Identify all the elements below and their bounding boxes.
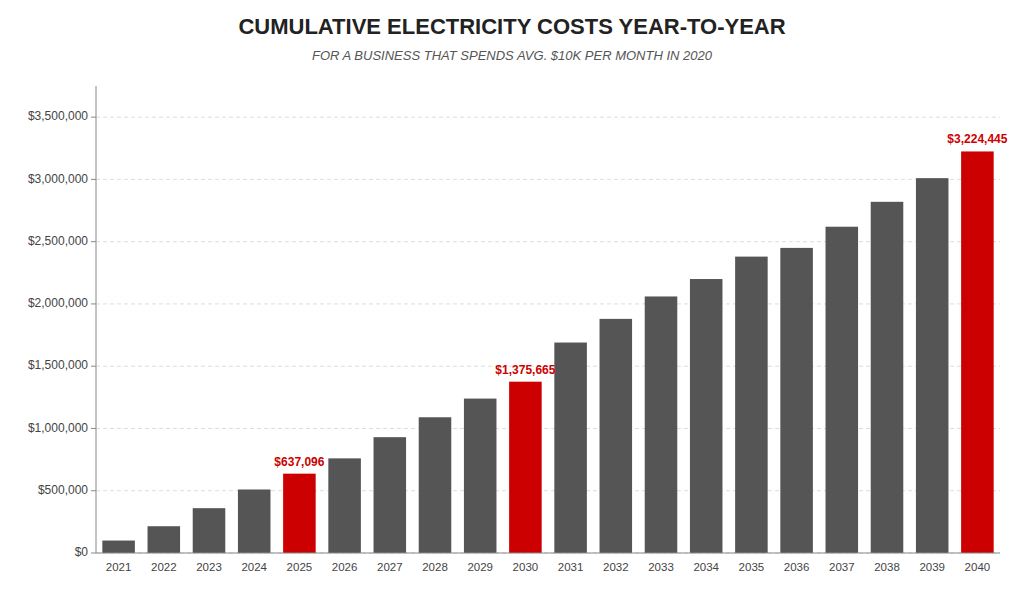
- x-tick-label: 2028: [422, 561, 448, 573]
- data-label: $1,375,665: [495, 363, 555, 377]
- x-tick-label: 2037: [829, 561, 855, 573]
- y-tick-label: $1,500,000: [28, 358, 88, 372]
- y-axis: $0 $500,000 $1,000,000 $1,500,000 $2,000,000…: [28, 109, 1000, 559]
- subtitle: FOR A BUSINESS THAT SPENDS AVG. $10K PER…: [312, 48, 713, 63]
- data-label: $637,096: [274, 455, 324, 469]
- grid-line: [96, 553, 1000, 554]
- x-tick-label: 2022: [151, 561, 177, 573]
- title: CUMULATIVE ELECTRICITY COSTS YEAR-TO-YEA…: [238, 14, 785, 39]
- grid-line: [96, 303, 1000, 304]
- x-tick-label: 2025: [287, 561, 313, 573]
- tick-mark: [91, 179, 96, 180]
- bar: [780, 248, 813, 553]
- chart: CUMULATIVE ELECTRICITY COSTS YEAR-TO-YEA…: [0, 0, 1024, 597]
- x-tick-label: 2024: [241, 561, 267, 573]
- bar: [193, 508, 226, 553]
- x-tick-label: 2039: [919, 561, 945, 573]
- x-tick-label: 2023: [196, 561, 222, 573]
- bar: [374, 437, 407, 553]
- x-tick-label: 2034: [693, 561, 719, 573]
- y-tick-label: $2,000,000: [28, 296, 88, 310]
- y-tick-label: $500,000: [38, 483, 88, 497]
- x-tick-label: 2029: [467, 561, 493, 573]
- grid-line: [96, 241, 1000, 242]
- x-tick-label: 2031: [558, 561, 584, 573]
- x-tick-label: 2027: [377, 561, 403, 573]
- bar: [238, 489, 271, 553]
- bar: [826, 227, 859, 553]
- x-axis-line: [96, 553, 1000, 554]
- bar: [871, 202, 904, 553]
- bar: [283, 474, 316, 553]
- x-tick-label: 2026: [332, 561, 358, 573]
- tick-mark: [91, 303, 96, 304]
- bar: [102, 541, 135, 553]
- bar: [690, 279, 723, 553]
- bar: [464, 399, 497, 553]
- tick-mark: [91, 117, 96, 118]
- bar: [916, 178, 949, 553]
- bar: [554, 343, 587, 553]
- tick-mark: [91, 490, 96, 491]
- y-axis-line: [96, 86, 97, 553]
- y-tick-label: $1,000,000: [28, 421, 88, 435]
- tick-mark: [91, 428, 96, 429]
- x-tick-label: 2021: [106, 561, 132, 573]
- tick-mark: [91, 241, 96, 242]
- tick-mark: [91, 366, 96, 367]
- bar: [961, 151, 994, 553]
- data-labels: $637,096 $1,375,665 $3,224,445: [274, 132, 1007, 468]
- x-tick-label: 2038: [874, 561, 900, 573]
- bar: [328, 458, 361, 553]
- x-tick-label: 2035: [739, 561, 765, 573]
- grid-line: [96, 428, 1000, 429]
- bar: [735, 257, 768, 553]
- bar: [509, 382, 542, 553]
- x-tick-label: 2030: [513, 561, 539, 573]
- grid-line: [96, 117, 1000, 118]
- tick-mark: [91, 553, 96, 554]
- bar: [419, 417, 452, 553]
- y-tick-label: $2,500,000: [28, 234, 88, 248]
- y-tick-label: $3,000,000: [28, 172, 88, 186]
- y-tick-label: $3,500,000: [28, 109, 88, 123]
- grid-line: [96, 490, 1000, 491]
- bar: [600, 319, 633, 553]
- grid-line: [96, 179, 1000, 180]
- bar: [645, 296, 678, 553]
- bars: [102, 151, 993, 553]
- x-tick-label: 2036: [784, 561, 810, 573]
- x-tick-label: 2040: [965, 561, 991, 573]
- bar: [148, 526, 181, 553]
- data-label: $3,224,445: [947, 132, 1007, 146]
- y-tick-label: $0: [75, 545, 89, 559]
- x-tick-label: 2032: [603, 561, 629, 573]
- axes: 2021 2022 2023 2024 2025 2026 2027 2028 2029 2030…: [96, 86, 1000, 573]
- x-tick-label: 2033: [648, 561, 674, 573]
